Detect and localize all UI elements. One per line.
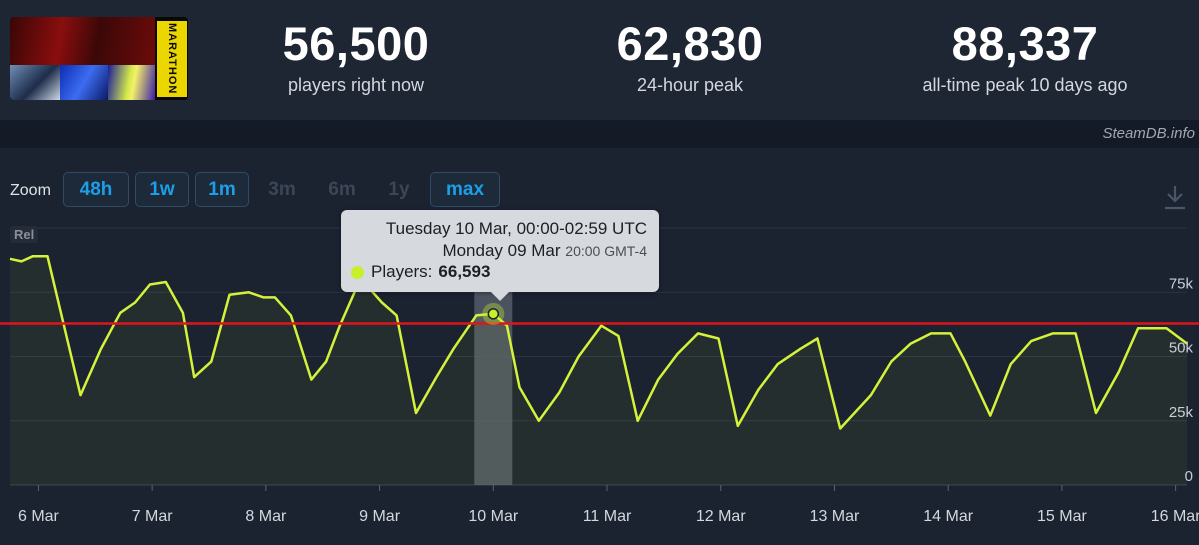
y-tick-label: 75k [1169, 275, 1194, 292]
x-tick-label: 16 Mar [1151, 508, 1199, 525]
stats-header: MARATHON 56,500 players right now 62,830… [0, 0, 1199, 120]
chart-tooltip: Tuesday 10 Mar, 00:00-02:59 UTC Monday 0… [341, 210, 659, 301]
tooltip-utc-time: Tuesday 10 Mar, 00:00-02:59 UTC [385, 219, 647, 238]
zoom-48h-button[interactable]: 48h [63, 172, 129, 207]
credit-text[interactable]: SteamDB.info [1102, 125, 1195, 142]
current-players-stat: 56,500 players right now [196, 18, 516, 96]
x-tick-label: 12 Mar [696, 508, 746, 525]
thumbnail-art-blue [60, 65, 108, 100]
x-tick-label: 7 Mar [132, 508, 174, 525]
credit-bar: SteamDB.info [0, 120, 1199, 148]
zoom-1w-button[interactable]: 1w [135, 172, 189, 207]
y-tick-label: 25k [1169, 404, 1194, 421]
zoom-3m-button: 3m [268, 178, 296, 200]
thumbnail-art-red [10, 17, 155, 65]
x-tick-label: 8 Mar [245, 508, 287, 525]
all-time-peak-value: 88,337 [951, 17, 1099, 70]
x-tick-label: 6 Mar [18, 508, 60, 525]
tooltip-series-label: Players: [371, 262, 433, 281]
tooltip-local-zone: 20:00 GMT-4 [565, 243, 647, 259]
zoom-6m-button: 6m [328, 178, 356, 200]
chart-plot-area: 0 25k 50k 75k 6 Mar 7 Mar 8 Mar 9 Mar 10 Mar 11 M… [0, 227, 1199, 525]
zoom-1m-button[interactable]: 1m [195, 172, 249, 207]
y-tick-label: 0 [1185, 468, 1193, 485]
series-area [10, 256, 1187, 485]
x-tick-label: 9 Mar [359, 508, 401, 525]
tooltip-series-row: Players: 66,593 [351, 262, 490, 282]
all-time-peak-label: all-time peak 10 days ago [922, 75, 1128, 95]
x-tick-label: 10 Mar [468, 508, 518, 525]
tooltip-series-dot [351, 265, 364, 279]
rel-badge[interactable]: Rel [10, 226, 39, 243]
y-tick-label: 50k [1169, 340, 1194, 357]
zoom-1y-button: 1y [388, 178, 410, 200]
tooltip-local-time: Monday 09 Mar 20:00 GMT-4 [442, 241, 647, 261]
game-thumbnail[interactable]: MARATHON [10, 17, 188, 100]
thumbnail-art-yellow [108, 65, 155, 100]
player-chart: Zoom 48h 1w 1m 3m 6m 1y max 0 25k 50k 75k 6 … [0, 148, 1199, 545]
all-time-peak-stat: 88,337 all-time peak 10 days ago [865, 18, 1185, 96]
x-tick-label: 14 Mar [923, 508, 973, 525]
thumbnail-art-character [10, 65, 60, 100]
day-peak-value: 62,830 [616, 17, 764, 70]
series-line-players [9, 255, 1188, 430]
day-peak-label: 24-hour peak [636, 75, 744, 95]
highlight-point [487, 308, 500, 320]
current-players-label: players right now [287, 75, 425, 95]
zoom-label: Zoom [10, 182, 51, 199]
x-tick-label: 11 Mar [583, 508, 632, 525]
day-peak-stat: 62,830 24-hour peak [530, 18, 850, 96]
x-tick-label: 15 Mar [1037, 508, 1087, 525]
tooltip-series-value: 66,593 [438, 262, 491, 281]
x-tick-label: 13 Mar [810, 508, 860, 525]
game-logo: MARATHON [157, 21, 187, 97]
download-icon[interactable] [1163, 184, 1187, 210]
tooltip-local-date: Monday 09 Mar [442, 241, 561, 260]
current-players-value: 56,500 [282, 17, 430, 70]
zoom-max-button[interactable]: max [430, 172, 500, 207]
